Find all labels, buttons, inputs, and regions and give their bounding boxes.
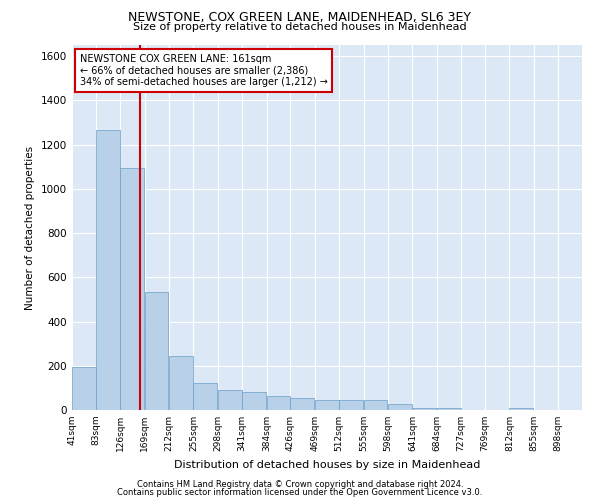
Bar [364,400,388,410]
Bar [96,130,119,410]
Text: NEWSTONE COX GREEN LANE: 161sqm
← 66% of detached houses are smaller (2,386)
34%: NEWSTONE COX GREEN LANE: 161sqm ← 66% of… [80,54,328,88]
Bar [509,408,533,410]
Bar [315,400,338,410]
Bar [339,400,363,410]
Bar [72,368,96,410]
Bar [169,356,193,410]
Y-axis label: Number of detached properties: Number of detached properties [25,146,35,310]
Bar [290,398,314,410]
Bar [242,392,266,410]
Bar [412,408,436,410]
Text: Contains HM Land Registry data © Crown copyright and database right 2024.: Contains HM Land Registry data © Crown c… [137,480,463,489]
Bar [437,408,461,410]
Bar [120,168,144,410]
X-axis label: Distribution of detached houses by size in Maidenhead: Distribution of detached houses by size … [174,460,480,469]
Text: NEWSTONE, COX GREEN LANE, MAIDENHEAD, SL6 3EY: NEWSTONE, COX GREEN LANE, MAIDENHEAD, SL… [128,11,472,24]
Bar [193,384,217,410]
Text: Size of property relative to detached houses in Maidenhead: Size of property relative to detached ho… [133,22,467,32]
Bar [266,396,290,410]
Bar [388,404,412,410]
Text: Contains public sector information licensed under the Open Government Licence v3: Contains public sector information licen… [118,488,482,497]
Bar [218,390,242,410]
Bar [145,292,169,410]
